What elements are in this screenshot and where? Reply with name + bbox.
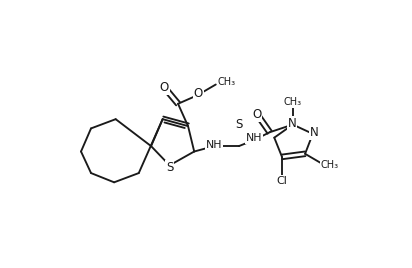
Text: NH: NH — [206, 140, 222, 150]
Text: CH₃: CH₃ — [321, 160, 339, 170]
Text: S: S — [235, 118, 243, 131]
Text: CH₃: CH₃ — [284, 97, 302, 107]
Text: CH₃: CH₃ — [218, 77, 236, 87]
Text: O: O — [159, 81, 169, 94]
Text: Cl: Cl — [276, 176, 288, 186]
Text: N: N — [310, 126, 319, 139]
Text: S: S — [166, 161, 173, 174]
Text: O: O — [252, 108, 261, 121]
Text: N: N — [288, 117, 296, 129]
Text: NH: NH — [246, 133, 262, 143]
Text: O: O — [194, 87, 203, 100]
